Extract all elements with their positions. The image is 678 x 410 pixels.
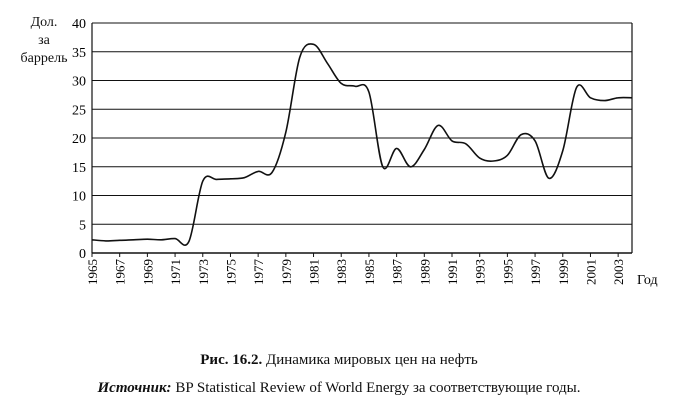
x-tick-label: 1991 [445, 259, 460, 285]
source-text: BP Statistical Review of World Energy за… [171, 380, 581, 396]
x-tick-label: 1977 [251, 259, 266, 286]
x-tick-label: 1985 [362, 259, 377, 285]
x-tick-label: 1999 [556, 259, 571, 285]
y-axis-label-line: за [38, 33, 50, 48]
x-tick-label: 1965 [85, 259, 100, 285]
x-tick-label: 1993 [473, 259, 488, 285]
oil-price-chart: 0 5 10 15 20 25 30 35 40 1965 1967 1969 1971 1973 197… [72, 17, 658, 288]
figure-caption: Рис. 16.2. Динамика мировых цен на нефть [0, 352, 678, 369]
y-tick-label: 25 [72, 103, 86, 118]
x-tick-label: 1967 [113, 259, 128, 286]
x-tick-label: 1969 [140, 259, 155, 285]
x-tick-label: 1997 [528, 259, 543, 286]
x-tick-label: 1973 [196, 259, 211, 285]
y-tick-label: 10 [72, 190, 86, 205]
x-tick-label: 1987 [390, 259, 405, 286]
source-label: Источник: [97, 380, 172, 396]
y-tick-label: 15 [72, 161, 86, 176]
grid-lines [91, 22, 633, 254]
x-tick-labels: 1965 1967 1969 1971 1973 1975 1977 1979 1981 1983… [85, 253, 626, 285]
y-tick-label: 20 [72, 132, 86, 147]
y-tick-label: 0 [79, 247, 86, 262]
x-tick-label: 1983 [334, 259, 349, 285]
x-tick-label: 1989 [417, 259, 432, 285]
figure-title: Динамика мировых цен на нефть [262, 352, 478, 368]
y-axis-label: Дол. за баррель [8, 14, 80, 68]
series-line [91, 43, 633, 246]
x-tick-label: 1995 [500, 259, 515, 285]
x-axis-label: Год [637, 273, 658, 288]
figure-number: Рис. 16.2. [200, 352, 263, 368]
y-tick-labels: 0 5 10 15 20 25 30 35 40 [72, 17, 86, 262]
source-caption: Источник: BP Statistical Review of World… [0, 380, 678, 397]
y-axis-label-line: баррель [20, 51, 68, 66]
y-tick-label: 40 [72, 17, 86, 32]
y-tick-label: 35 [72, 46, 86, 61]
x-tick-label: 1979 [279, 259, 294, 285]
y-tick-label: 5 [79, 218, 86, 233]
x-tick-label: 2001 [583, 259, 598, 285]
x-tick-label: 2003 [611, 259, 626, 285]
y-axis-label-line: Дол. [30, 15, 58, 30]
x-tick-label: 1981 [307, 259, 322, 285]
x-tick-label: 1971 [168, 259, 183, 285]
y-tick-label: 30 [72, 75, 86, 90]
x-tick-label: 1975 [223, 259, 238, 285]
